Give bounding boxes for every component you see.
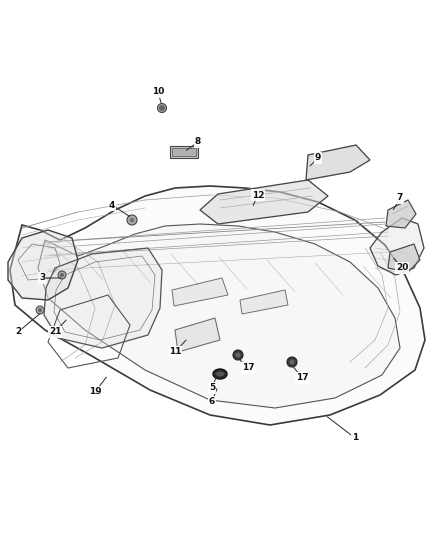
Circle shape bbox=[58, 271, 66, 279]
Circle shape bbox=[36, 306, 44, 314]
Circle shape bbox=[158, 103, 166, 112]
Circle shape bbox=[38, 308, 42, 312]
Polygon shape bbox=[172, 278, 228, 306]
Circle shape bbox=[60, 273, 64, 277]
Polygon shape bbox=[44, 248, 162, 348]
Polygon shape bbox=[306, 145, 370, 180]
Circle shape bbox=[130, 217, 134, 222]
Circle shape bbox=[287, 357, 297, 367]
Text: 7: 7 bbox=[397, 193, 403, 203]
Text: 9: 9 bbox=[315, 154, 321, 163]
Polygon shape bbox=[38, 224, 400, 408]
Text: 11: 11 bbox=[169, 348, 181, 357]
Text: 10: 10 bbox=[152, 87, 164, 96]
Circle shape bbox=[159, 105, 165, 111]
Text: 1: 1 bbox=[352, 433, 358, 442]
Polygon shape bbox=[175, 318, 220, 352]
Ellipse shape bbox=[215, 372, 225, 376]
Text: 21: 21 bbox=[49, 327, 61, 336]
Bar bbox=[170, 146, 198, 158]
Polygon shape bbox=[386, 200, 416, 228]
Text: 2: 2 bbox=[15, 327, 21, 336]
Ellipse shape bbox=[213, 369, 227, 379]
Circle shape bbox=[233, 350, 243, 360]
Text: 20: 20 bbox=[396, 263, 408, 272]
Polygon shape bbox=[370, 218, 424, 275]
Text: 12: 12 bbox=[252, 190, 264, 199]
Circle shape bbox=[127, 215, 137, 225]
Polygon shape bbox=[388, 244, 420, 272]
Circle shape bbox=[236, 352, 240, 358]
Text: 3: 3 bbox=[39, 273, 45, 282]
Text: 17: 17 bbox=[296, 374, 308, 383]
Text: 8: 8 bbox=[195, 138, 201, 147]
Circle shape bbox=[290, 359, 294, 365]
Text: 5: 5 bbox=[209, 384, 215, 392]
Text: 6: 6 bbox=[209, 398, 215, 407]
Bar bbox=[172, 148, 196, 156]
Text: 17: 17 bbox=[242, 364, 254, 373]
Polygon shape bbox=[200, 180, 328, 224]
Polygon shape bbox=[10, 186, 425, 425]
Text: 4: 4 bbox=[109, 200, 115, 209]
Text: 19: 19 bbox=[88, 387, 101, 397]
Polygon shape bbox=[8, 230, 78, 300]
Polygon shape bbox=[240, 290, 288, 314]
